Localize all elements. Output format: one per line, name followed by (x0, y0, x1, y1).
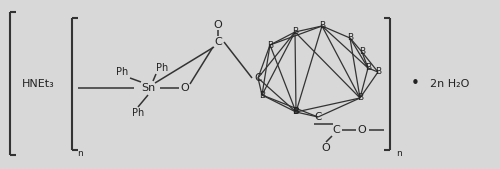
Text: B: B (365, 64, 371, 73)
Text: •: • (410, 77, 420, 91)
Text: C: C (214, 37, 222, 47)
Text: O: O (214, 20, 222, 30)
Text: B: B (375, 67, 381, 77)
Text: C: C (332, 125, 340, 135)
Text: Sn: Sn (141, 83, 155, 93)
Text: Ph: Ph (132, 108, 144, 118)
Text: B: B (292, 107, 300, 116)
Text: C: C (254, 73, 262, 83)
Text: B: B (319, 21, 325, 30)
Text: Ph: Ph (116, 67, 128, 77)
Text: n: n (396, 149, 402, 158)
Text: 2n H₂O: 2n H₂O (430, 79, 470, 89)
Text: Ph: Ph (156, 63, 168, 73)
Text: B: B (292, 28, 298, 37)
Text: C: C (314, 112, 322, 122)
Text: HNEt₃: HNEt₃ (22, 79, 54, 89)
Text: n: n (77, 149, 83, 158)
Text: B: B (267, 41, 273, 50)
Text: O: O (180, 83, 190, 93)
Text: B: B (357, 93, 363, 103)
Text: O: O (322, 143, 330, 153)
Text: B: B (359, 47, 365, 56)
Text: B: B (347, 33, 353, 42)
Text: O: O (358, 125, 366, 135)
Text: B: B (259, 91, 265, 100)
